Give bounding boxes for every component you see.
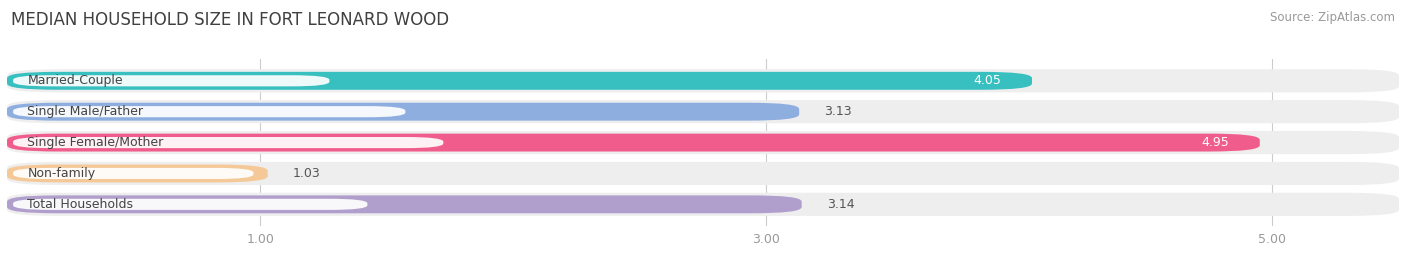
- FancyBboxPatch shape: [7, 193, 1399, 216]
- Text: Single Male/Father: Single Male/Father: [27, 105, 143, 118]
- FancyBboxPatch shape: [7, 103, 799, 121]
- Text: 4.95: 4.95: [1202, 136, 1229, 149]
- FancyBboxPatch shape: [7, 100, 1399, 123]
- FancyBboxPatch shape: [13, 137, 443, 148]
- Text: 4.05: 4.05: [974, 74, 1001, 87]
- Text: Source: ZipAtlas.com: Source: ZipAtlas.com: [1270, 11, 1395, 24]
- FancyBboxPatch shape: [13, 106, 405, 117]
- FancyBboxPatch shape: [13, 199, 367, 210]
- FancyBboxPatch shape: [7, 69, 1399, 92]
- Text: 3.13: 3.13: [824, 105, 852, 118]
- Text: Non-family: Non-family: [27, 167, 96, 180]
- FancyBboxPatch shape: [13, 75, 329, 86]
- Text: 3.14: 3.14: [827, 198, 855, 211]
- FancyBboxPatch shape: [7, 162, 1399, 185]
- Text: Single Female/Mother: Single Female/Mother: [27, 136, 163, 149]
- Text: MEDIAN HOUSEHOLD SIZE IN FORT LEONARD WOOD: MEDIAN HOUSEHOLD SIZE IN FORT LEONARD WO…: [11, 11, 450, 29]
- FancyBboxPatch shape: [13, 168, 253, 179]
- Text: Total Households: Total Households: [27, 198, 134, 211]
- FancyBboxPatch shape: [7, 165, 267, 182]
- FancyBboxPatch shape: [7, 195, 801, 213]
- FancyBboxPatch shape: [7, 134, 1260, 151]
- Text: 1.03: 1.03: [292, 167, 321, 180]
- Text: Married-Couple: Married-Couple: [27, 74, 122, 87]
- FancyBboxPatch shape: [7, 72, 1032, 90]
- FancyBboxPatch shape: [7, 131, 1399, 154]
